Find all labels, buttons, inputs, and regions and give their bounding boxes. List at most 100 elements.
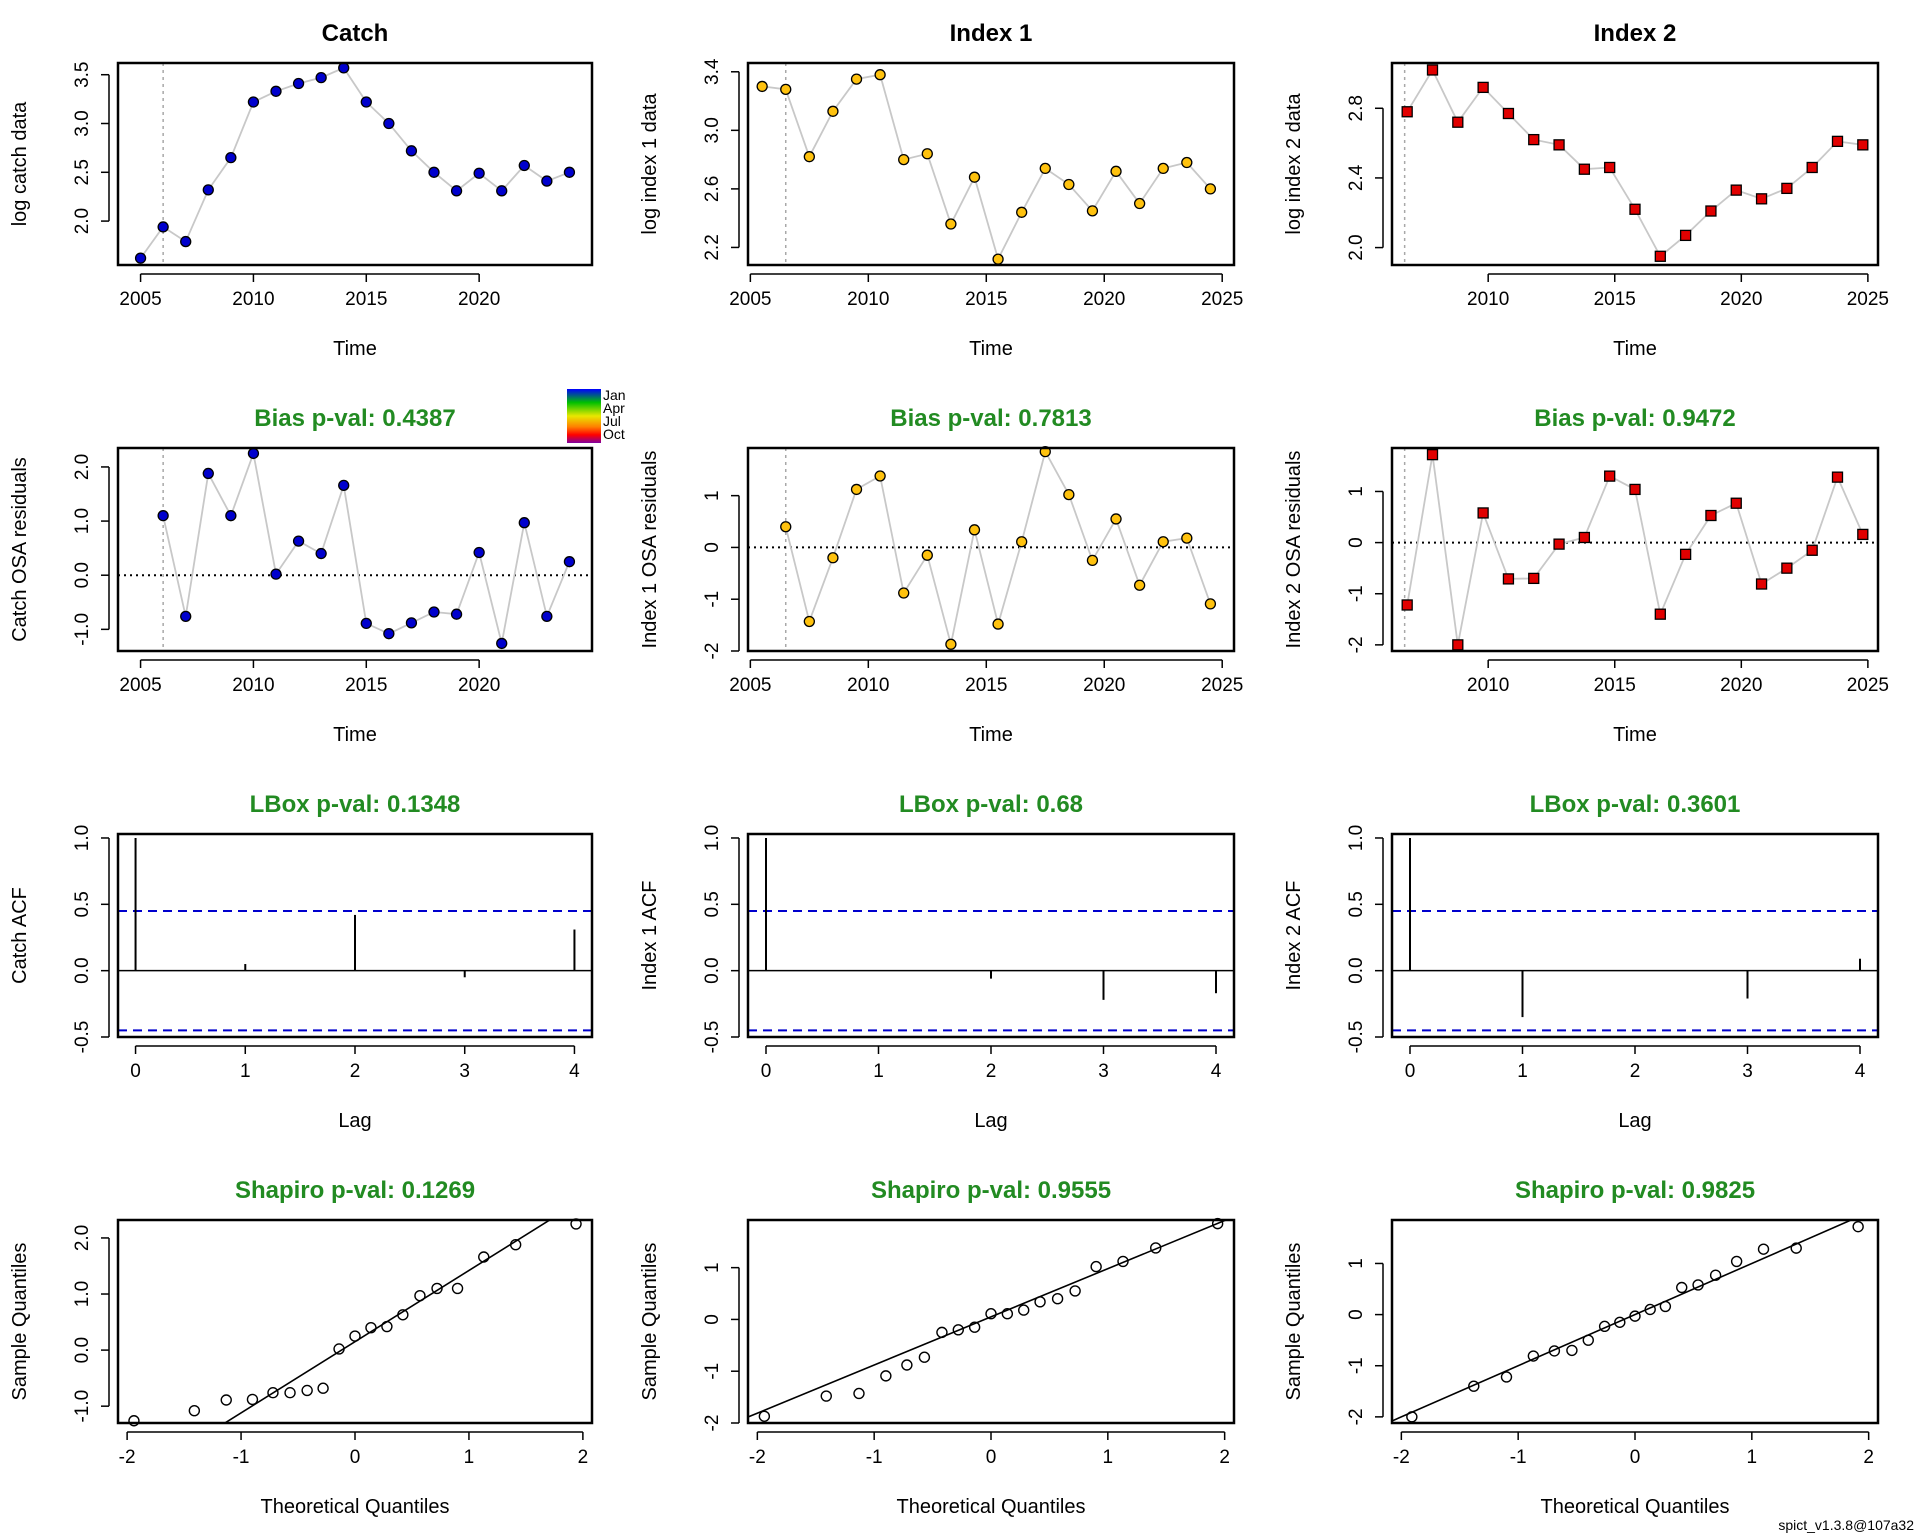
catch-qq-point: [317, 1382, 329, 1394]
catch-data-point: [270, 85, 282, 97]
index2-osa-panel: Bias p-val: 0.9472 2010 2015 2020 2025 Time -2…: [1283, 405, 1889, 746]
index2-qq-x-tick-label: 1: [1747, 1447, 1758, 1468]
catch-qq-x-axis-label: Theoretical Quantiles: [261, 1496, 450, 1518]
index2-osa-point: [1553, 538, 1565, 550]
index1-osa-panel: Bias p-val: 0.7813 2005 2010 2015 2020 2025 Ti…: [639, 405, 1243, 746]
index2-osa-point: [1679, 548, 1692, 561]
catch-osa-point: [518, 517, 530, 529]
index2-acf-y-axis-label: Index 2 ACF: [1283, 880, 1305, 990]
catch-qq-title: Shapiro p-val: 0.1269: [235, 1177, 475, 1204]
catch-osa-point: [473, 546, 485, 559]
index1-data-point: [992, 253, 1004, 265]
index1-data-point: [827, 105, 839, 117]
catch-qq-point: [301, 1384, 313, 1397]
catch-acf-title: LBox p-val: 0.1348: [250, 791, 461, 818]
index1-qq-title: Shapiro p-val: 0.9555: [871, 1177, 1111, 1204]
index2-qq-qq-line: [1392, 1220, 1854, 1422]
index2-osa-point: [1401, 599, 1413, 611]
index2-osa-x-tick-label: 2020: [1720, 675, 1762, 696]
catch-data-point: [247, 96, 260, 108]
catch-acf-y-tick-label: 0.5: [72, 891, 93, 917]
index2-qq-y-tick-label: -2: [1346, 1408, 1367, 1425]
catch-data-point: [202, 184, 214, 196]
season-color-bar: [567, 389, 601, 443]
index2-qq-x-tick-label: -2: [1393, 1447, 1410, 1468]
catch-acf-x-axis-label: Lag: [338, 1110, 371, 1132]
index1-qq-point: [820, 1390, 832, 1402]
index2-acf-y-tick-label: -0.5: [1346, 1021, 1367, 1054]
catch-osa-y-tick-label: 2.0: [72, 454, 93, 480]
index2-osa-point: [1755, 578, 1768, 590]
catch-osa-point: [180, 610, 192, 623]
index2-data-point: [1401, 106, 1413, 118]
catch-data-title: Catch: [322, 20, 389, 47]
catch-data-x-axis-label: Time: [333, 338, 377, 360]
index2-data-y-tick-label: 2.8: [1346, 95, 1367, 121]
catch-osa-point: [383, 628, 395, 640]
index1-osa-point: [1133, 579, 1146, 591]
catch-osa-point: [315, 547, 327, 560]
index2-osa-title: Bias p-val: 0.9472: [1534, 405, 1735, 432]
index1-qq-panel: Shapiro p-val: 0.9555 -2 -1 0 1 2 Theoretical …: [639, 1177, 1236, 1518]
index1-acf-title: LBox p-val: 0.68: [899, 791, 1083, 818]
catch-data-point: [518, 159, 530, 172]
catch-data-point: [292, 77, 305, 90]
index2-qq-y-axis-label: Sample Quantiles: [1283, 1243, 1305, 1401]
index1-data-panel: Index 1 2005 2010 2015 2020 2025 Time 2.2 2.6 3.0…: [639, 20, 1243, 360]
catch-osa-point: [450, 608, 463, 620]
index1-qq-x-tick-label: -1: [866, 1447, 883, 1468]
index2-acf-y-tick-label: 0.5: [1346, 891, 1367, 917]
index2-qq-point: [1548, 1345, 1561, 1357]
index2-qq-point: [1644, 1303, 1656, 1316]
catch-osa-y-axis-label: Catch OSA residuals: [9, 457, 31, 642]
index2-osa-x-tick-label: 2025: [1847, 675, 1889, 696]
index1-qq-point: [1090, 1260, 1102, 1273]
catch-osa-point: [270, 568, 282, 580]
index1-data-point: [1039, 162, 1051, 175]
index2-osa-point: [1781, 562, 1793, 574]
index2-osa-x-axis-label: Time: [1613, 724, 1657, 746]
index1-qq-point: [1051, 1293, 1064, 1305]
catch-data-point: [383, 117, 395, 130]
index1-acf-y-axis-label: Index 1 ACF: [639, 880, 661, 990]
index2-qq-x-tick-label: 2: [1863, 1447, 1874, 1468]
season-legend: Jan Apr Jul Oct: [567, 387, 626, 443]
catch-data-point: [338, 62, 350, 74]
catch-data-point: [157, 221, 169, 233]
catch-osa-x-tick-label: 2015: [345, 675, 387, 696]
index2-data-point: [1781, 182, 1793, 195]
index1-qq-point: [1001, 1308, 1014, 1320]
catch-qq-x-tick-label: 0: [350, 1447, 361, 1468]
catch-osa-point: [225, 510, 237, 522]
catch-osa-point: [157, 510, 169, 522]
index1-osa-point: [1204, 598, 1217, 610]
legend-label-apr: Apr: [603, 400, 625, 416]
catch-osa-point: [428, 606, 440, 618]
legend-label-oct: Oct: [603, 426, 625, 442]
index1-qq-point: [918, 1351, 931, 1363]
index1-qq-y-tick-label: -2: [702, 1415, 723, 1432]
index2-data-point: [1553, 139, 1565, 151]
index1-qq-point: [968, 1321, 981, 1333]
catch-qq-point: [284, 1387, 296, 1399]
index1-qq-point: [1150, 1242, 1162, 1254]
index2-osa-point: [1578, 531, 1591, 544]
index1-osa-title: Bias p-val: 0.7813: [890, 405, 1091, 432]
index1-data-x-tick-label: 2020: [1083, 289, 1125, 310]
index1-osa-x-tick-label: 2025: [1201, 675, 1243, 696]
index1-data-point: [874, 69, 886, 81]
index2-osa-point: [1528, 572, 1540, 585]
catch-osa-point: [360, 617, 372, 630]
index1-data-y-axis-label: log index 1 data: [639, 93, 661, 235]
index2-acf-x-tick-label: 4: [1855, 1061, 1866, 1082]
index2-acf-x-tick-label: 3: [1742, 1061, 1753, 1082]
index1-acf-x-tick-label: 2: [986, 1061, 997, 1082]
index1-osa-y-tick-label: 0: [702, 542, 723, 553]
index1-osa-point: [874, 470, 886, 482]
index2-osa-point: [1831, 471, 1844, 483]
index1-qq-x-tick-label: -2: [749, 1447, 766, 1468]
index1-acf-y-tick-label: 0.0: [702, 957, 723, 983]
index1-data-point: [1204, 183, 1217, 195]
index1-osa-y-tick-label: 1: [702, 490, 723, 501]
index1-qq-point: [1018, 1304, 1030, 1316]
